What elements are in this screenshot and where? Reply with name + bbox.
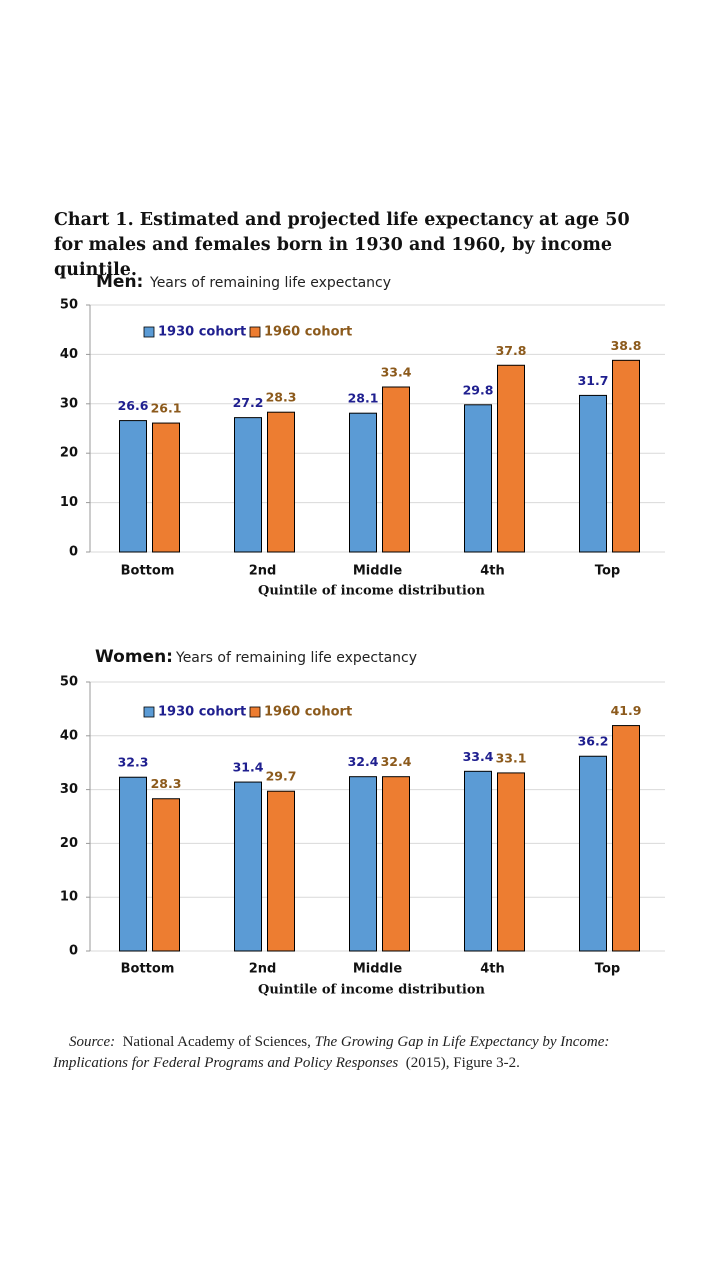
- bar: [579, 394, 607, 553]
- y-tick-label: 50: [60, 298, 78, 313]
- y-tick-label: 50: [60, 675, 78, 690]
- bar: [349, 776, 377, 952]
- legend-swatch: [143, 706, 155, 718]
- legend-swatch: [143, 326, 155, 338]
- bar: [119, 420, 147, 553]
- value-label: 33.1: [496, 750, 527, 765]
- value-label: 33.4: [381, 365, 412, 380]
- bar: [612, 725, 640, 952]
- x-axis-title: Quintile of income distribution: [258, 584, 485, 599]
- y-tick-label: 0: [69, 944, 78, 959]
- bar: [234, 781, 262, 952]
- y-tick-label: 30: [60, 782, 78, 797]
- bar: [612, 359, 640, 553]
- source-text: National Academy of Sciences,: [122, 1034, 311, 1050]
- x-tick-label: Bottom: [121, 962, 175, 977]
- y-tick-label: 30: [60, 396, 78, 411]
- value-label: 28.3: [266, 390, 297, 405]
- legend-swatch: [249, 706, 261, 718]
- value-label: 26.6: [118, 398, 149, 413]
- page-title: Chart 1. Estimated and projected life ex…: [54, 210, 630, 280]
- y-tick-label: 10: [60, 890, 78, 905]
- legend-label: 1960 cohort: [264, 325, 352, 340]
- bar: [152, 798, 180, 952]
- value-label: 33.4: [463, 749, 494, 764]
- value-label: 37.8: [496, 343, 527, 358]
- value-label: 27.2: [233, 395, 264, 410]
- y-tick-label: 20: [60, 836, 78, 851]
- x-tick-label: Middle: [353, 564, 402, 579]
- value-label: 29.8: [463, 382, 494, 397]
- legend-label: 1960 cohort: [264, 705, 352, 720]
- value-label: 32.3: [118, 755, 149, 770]
- x-tick-label: Top: [595, 962, 620, 977]
- source-label: Source:: [69, 1034, 116, 1050]
- legend-label: 1930 cohort: [158, 705, 246, 720]
- y-tick-label: 0: [69, 545, 78, 560]
- value-label: 36.2: [578, 734, 609, 749]
- x-tick-label: 4th: [480, 962, 505, 977]
- bar: [267, 790, 295, 952]
- x-tick-label: Bottom: [121, 564, 175, 579]
- bar: [349, 412, 377, 553]
- x-tick-label: 4th: [480, 564, 505, 579]
- source-text: (2015), Figure 3-2.: [405, 1055, 520, 1071]
- legend-label: 1930 cohort: [158, 325, 246, 340]
- chart-title: Women:: [95, 647, 173, 667]
- source-book: The Growing Gap in Life Expectancy by In…: [53, 1034, 610, 1071]
- x-tick-label: Middle: [353, 962, 402, 977]
- source-note: Source: National Academy of Sciences, Th…: [53, 1032, 673, 1074]
- value-label: 28.3: [151, 776, 182, 791]
- bar: [234, 417, 262, 553]
- value-label: 38.8: [611, 338, 642, 353]
- bar: [382, 776, 410, 952]
- bar: [579, 755, 607, 952]
- value-label: 31.7: [578, 373, 609, 388]
- bar: [464, 404, 492, 553]
- value-label: 32.4: [348, 754, 379, 769]
- bar: [152, 422, 180, 553]
- x-axis-title: Quintile of income distribution: [258, 983, 485, 998]
- value-label: 26.1: [151, 401, 182, 416]
- value-label: 29.7: [266, 769, 297, 784]
- x-tick-label: 2nd: [249, 564, 277, 579]
- y-tick-label: 40: [60, 728, 78, 743]
- bar: [382, 386, 410, 553]
- y-tick-label: 20: [60, 446, 78, 461]
- bar: [497, 364, 525, 553]
- chart-subtitle: Years of remaining life expectancy: [175, 650, 417, 666]
- x-tick-label: 2nd: [249, 962, 277, 977]
- bar: [464, 770, 492, 952]
- value-label: 32.4: [381, 754, 412, 769]
- chart-title: Men:: [96, 272, 143, 292]
- bar: [267, 411, 295, 553]
- bar: [497, 772, 525, 952]
- bar: [119, 776, 147, 952]
- y-tick-label: 40: [60, 347, 78, 362]
- chart-subtitle: Years of remaining life expectancy: [149, 275, 391, 291]
- value-label: 31.4: [233, 760, 264, 775]
- value-label: 41.9: [611, 703, 642, 718]
- x-tick-label: Top: [595, 564, 620, 579]
- legend-swatch: [249, 326, 261, 338]
- y-tick-label: 10: [60, 495, 78, 510]
- value-label: 28.1: [348, 391, 379, 406]
